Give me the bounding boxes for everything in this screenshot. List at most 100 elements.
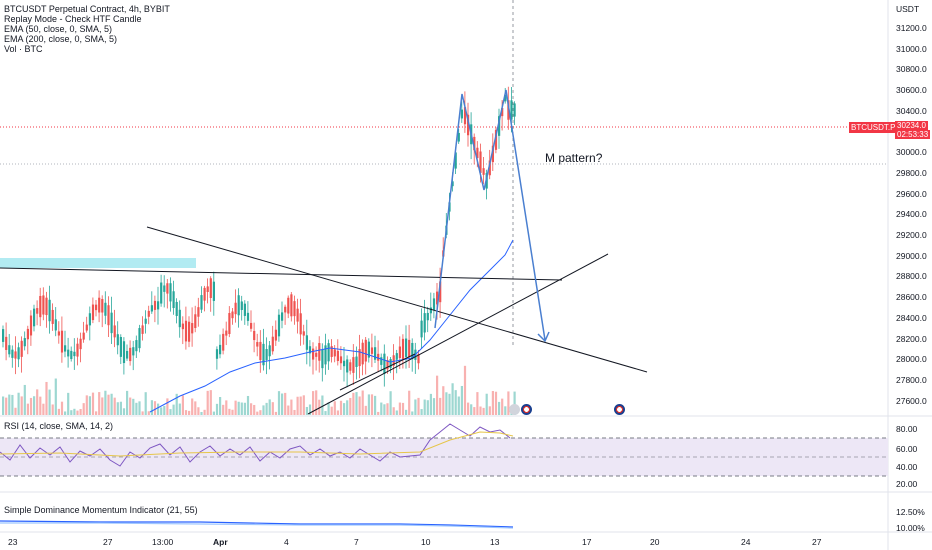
- volume-bar: [240, 402, 243, 415]
- candle-body: [11, 349, 14, 358]
- volume-bar: [14, 407, 17, 415]
- volume-bar: [82, 403, 85, 415]
- candle-body: [293, 301, 296, 317]
- candle-body: [330, 346, 333, 357]
- rsi-label[interactable]: RSI (14, close, SMA, 14, 2): [4, 421, 114, 431]
- candle-body: [426, 312, 429, 321]
- volume-bar: [268, 399, 271, 415]
- candle-body: [336, 350, 339, 361]
- volume-bar: [181, 395, 184, 415]
- volume-bar: [169, 409, 172, 415]
- chart-title[interactable]: BTCUSDT Perpetual Contract, 4h, BYBIT: [4, 4, 170, 14]
- candle-body: [358, 349, 361, 367]
- volume-bar: [206, 390, 209, 415]
- volume-bar: [284, 392, 287, 415]
- momentum-tick: 10.00%: [896, 523, 925, 533]
- us-flag-icon[interactable]: [521, 404, 532, 415]
- volume-bar: [110, 393, 113, 415]
- volume-bar: [426, 400, 429, 415]
- volume-bar: [336, 410, 339, 415]
- candle-body: [135, 340, 138, 352]
- candle-body: [513, 103, 516, 117]
- candle-body: [308, 346, 312, 354]
- legend-volume[interactable]: Vol · BTC: [4, 44, 43, 54]
- candle-body: [178, 309, 181, 328]
- ascending-trendline[interactable]: [307, 253, 609, 415]
- candle-body: [454, 152, 457, 169]
- candle-body: [349, 362, 352, 371]
- descending-trendline[interactable]: [146, 226, 648, 373]
- candle-body: [67, 349, 70, 357]
- candle-body: [411, 342, 414, 360]
- volume-bar: [324, 411, 327, 415]
- legend-ema-50[interactable]: EMA (50, close, 0, SMA, 5): [4, 24, 113, 34]
- volume-bar: [23, 384, 26, 415]
- candle-body: [163, 285, 166, 292]
- price-tick: 29000.0: [896, 250, 927, 261]
- volume-bar: [343, 403, 346, 415]
- candle-body: [23, 338, 26, 347]
- candle-body: [104, 302, 107, 316]
- candle-body: [510, 100, 513, 120]
- volume-bar: [330, 406, 333, 415]
- volume-bar: [225, 400, 228, 415]
- volume-bar: [417, 397, 420, 415]
- candle-body: [237, 295, 240, 316]
- volume-bar: [160, 407, 163, 415]
- candle-body: [383, 353, 386, 374]
- candle-body: [166, 283, 169, 294]
- volume-bar: [355, 392, 358, 415]
- time-tick: 7: [354, 537, 359, 547]
- us-flag-icon[interactable]: [614, 404, 625, 415]
- candle-body: [85, 324, 88, 331]
- legend-ema-200[interactable]: EMA (200, close, 0, SMA, 5): [4, 34, 118, 44]
- m-pattern-drawing[interactable]: [434, 89, 546, 341]
- event-icon[interactable]: [509, 404, 520, 415]
- candle-body: [494, 130, 498, 150]
- ascending-support-short[interactable]: [339, 353, 416, 391]
- legend-replay[interactable]: Replay Mode - Check HTF Candle: [4, 14, 142, 24]
- volume-bar: [163, 405, 166, 415]
- m-pattern-annotation[interactable]: M pattern?: [545, 151, 603, 165]
- candle-body: [274, 329, 277, 341]
- candle-body: [324, 345, 327, 365]
- candle-body: [144, 318, 147, 324]
- price-tick: 30800.0: [896, 64, 927, 75]
- volume-bar: [318, 399, 321, 415]
- volume-bar: [507, 391, 510, 415]
- volume-bar: [126, 390, 129, 415]
- candle-body: [194, 314, 197, 329]
- candle-body: [398, 346, 401, 359]
- volume-bar: [305, 406, 308, 415]
- candle-body: [175, 301, 178, 316]
- volume-bar: [250, 403, 253, 415]
- candle-body: [45, 297, 48, 316]
- volume-bar: [253, 404, 256, 415]
- volume-bar: [448, 393, 451, 415]
- price-tick: 29600.0: [896, 188, 927, 199]
- candle-body: [488, 160, 491, 176]
- candle-body: [197, 307, 200, 317]
- volume-bar: [70, 410, 73, 415]
- momentum-label[interactable]: Simple Dominance Momentum Indicator (21,…: [4, 505, 198, 515]
- candle-body: [225, 330, 228, 336]
- candle-body: [377, 353, 380, 361]
- volume-bar: [209, 390, 212, 415]
- candle-body: [222, 333, 225, 351]
- resistance-zone[interactable]: [0, 258, 196, 268]
- candle-body: [339, 356, 343, 364]
- candle-body: [321, 349, 324, 369]
- volume-bar: [42, 403, 45, 415]
- volume-bar: [64, 411, 67, 415]
- volume-bar: [54, 378, 57, 415]
- volume-bar: [370, 394, 374, 415]
- volume-bar: [308, 404, 312, 415]
- volume-bar: [157, 403, 160, 415]
- candle-body: [467, 114, 470, 136]
- candle-body: [352, 357, 355, 373]
- horizontal-resistance-line[interactable]: [0, 267, 563, 281]
- volume-bar: [104, 390, 107, 415]
- candle-body: [405, 338, 408, 357]
- candle-body: [250, 322, 253, 329]
